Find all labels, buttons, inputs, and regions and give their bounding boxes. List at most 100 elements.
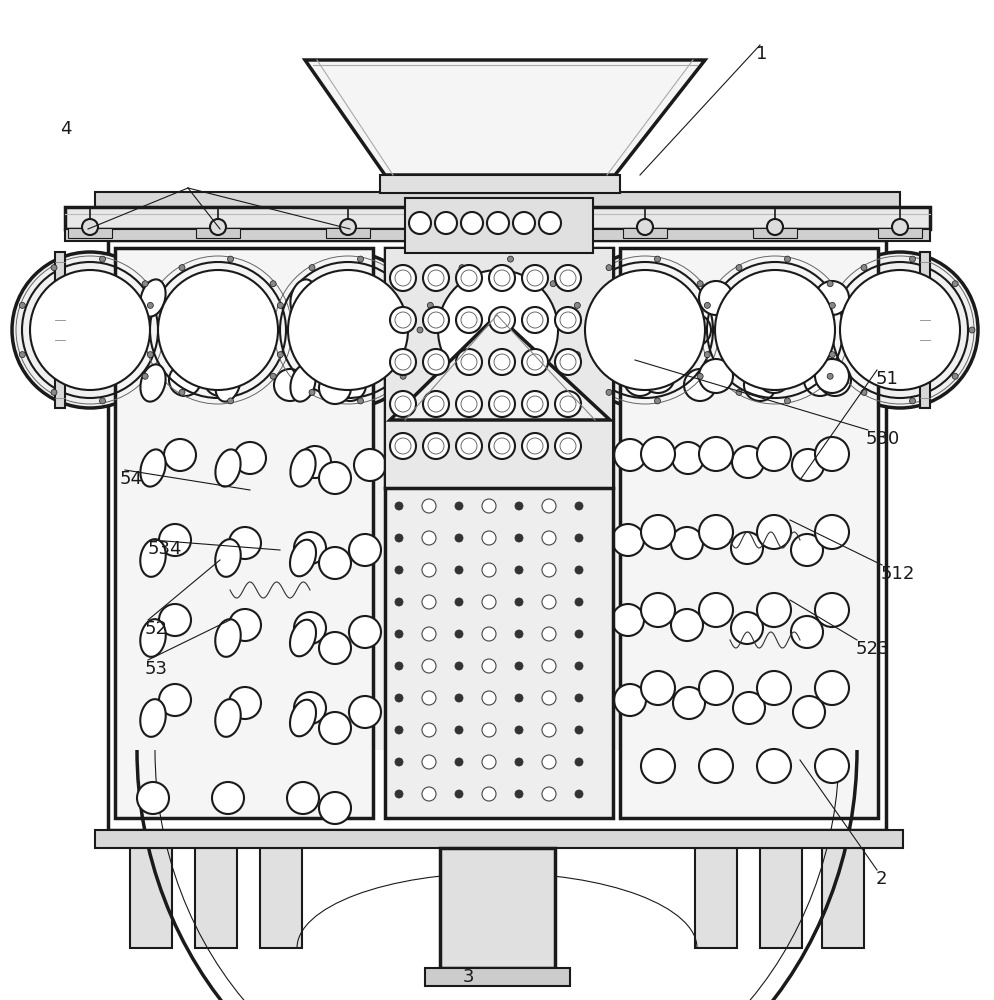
Circle shape bbox=[421, 659, 435, 673]
Circle shape bbox=[605, 389, 611, 395]
Circle shape bbox=[455, 265, 481, 291]
Circle shape bbox=[395, 630, 403, 638]
Circle shape bbox=[454, 630, 462, 638]
Circle shape bbox=[507, 398, 513, 404]
Circle shape bbox=[860, 389, 866, 395]
Circle shape bbox=[818, 364, 850, 396]
Circle shape bbox=[481, 627, 495, 641]
Bar bbox=[65, 229, 929, 241]
Circle shape bbox=[179, 265, 185, 271]
Circle shape bbox=[550, 373, 556, 379]
Circle shape bbox=[481, 531, 495, 545]
Circle shape bbox=[640, 671, 674, 705]
Circle shape bbox=[731, 532, 762, 564]
Circle shape bbox=[791, 449, 823, 481]
Circle shape bbox=[814, 515, 848, 549]
Bar bbox=[65, 207, 929, 229]
Ellipse shape bbox=[140, 539, 166, 577]
Circle shape bbox=[756, 281, 790, 315]
Ellipse shape bbox=[140, 449, 165, 487]
Circle shape bbox=[395, 790, 403, 798]
Bar bbox=[196, 228, 240, 238]
Circle shape bbox=[790, 534, 822, 566]
Bar bbox=[877, 228, 921, 238]
Circle shape bbox=[575, 694, 582, 702]
Circle shape bbox=[826, 373, 832, 379]
Circle shape bbox=[542, 627, 556, 641]
Circle shape bbox=[839, 270, 959, 390]
Circle shape bbox=[821, 252, 977, 408]
Bar bbox=[694, 848, 737, 948]
Circle shape bbox=[400, 373, 406, 379]
Circle shape bbox=[454, 662, 462, 670]
Ellipse shape bbox=[290, 449, 315, 487]
Circle shape bbox=[575, 534, 582, 542]
Circle shape bbox=[488, 391, 515, 417]
Circle shape bbox=[421, 595, 435, 609]
Circle shape bbox=[733, 692, 764, 724]
Circle shape bbox=[212, 782, 244, 814]
Circle shape bbox=[699, 749, 733, 783]
Circle shape bbox=[277, 302, 283, 308]
Circle shape bbox=[416, 327, 422, 333]
Bar bbox=[424, 968, 570, 986]
Circle shape bbox=[550, 281, 556, 287]
Circle shape bbox=[454, 502, 462, 510]
Circle shape bbox=[481, 499, 495, 513]
Circle shape bbox=[640, 515, 674, 549]
Circle shape bbox=[273, 369, 306, 401]
Circle shape bbox=[542, 499, 556, 513]
Circle shape bbox=[421, 755, 435, 769]
Circle shape bbox=[704, 352, 710, 358]
Circle shape bbox=[234, 442, 265, 474]
Circle shape bbox=[555, 307, 580, 333]
Circle shape bbox=[522, 433, 548, 459]
Circle shape bbox=[229, 609, 260, 641]
Bar bbox=[130, 848, 172, 948]
Text: 1: 1 bbox=[755, 45, 766, 63]
Circle shape bbox=[542, 563, 556, 577]
Ellipse shape bbox=[289, 620, 316, 656]
Ellipse shape bbox=[215, 449, 241, 487]
Circle shape bbox=[783, 256, 789, 262]
Polygon shape bbox=[305, 60, 705, 175]
Circle shape bbox=[286, 327, 292, 333]
Circle shape bbox=[454, 726, 462, 734]
Bar bbox=[385, 248, 612, 818]
Circle shape bbox=[555, 433, 580, 459]
Circle shape bbox=[319, 287, 351, 319]
Bar bbox=[195, 848, 237, 948]
Circle shape bbox=[400, 281, 406, 287]
Circle shape bbox=[756, 437, 790, 471]
Circle shape bbox=[421, 499, 435, 513]
Circle shape bbox=[437, 270, 558, 390]
Circle shape bbox=[458, 389, 464, 395]
Circle shape bbox=[968, 327, 974, 333]
Circle shape bbox=[159, 604, 191, 636]
Circle shape bbox=[229, 687, 260, 719]
Circle shape bbox=[640, 437, 674, 471]
Circle shape bbox=[137, 782, 169, 814]
Circle shape bbox=[421, 627, 435, 641]
Circle shape bbox=[12, 252, 168, 408]
Circle shape bbox=[670, 527, 703, 559]
Circle shape bbox=[319, 632, 351, 664]
Circle shape bbox=[319, 372, 351, 404]
Bar bbox=[385, 248, 612, 488]
Circle shape bbox=[670, 609, 703, 641]
Ellipse shape bbox=[140, 279, 165, 317]
Circle shape bbox=[349, 616, 381, 648]
Text: 52: 52 bbox=[144, 620, 167, 638]
Circle shape bbox=[814, 281, 848, 315]
Bar bbox=[259, 848, 302, 948]
Circle shape bbox=[460, 212, 482, 234]
Circle shape bbox=[542, 723, 556, 737]
Circle shape bbox=[574, 302, 580, 308]
Circle shape bbox=[683, 369, 716, 401]
Circle shape bbox=[575, 502, 582, 510]
Circle shape bbox=[515, 662, 523, 670]
Circle shape bbox=[421, 563, 435, 577]
Circle shape bbox=[507, 256, 513, 262]
Text: 530: 530 bbox=[865, 430, 899, 448]
Circle shape bbox=[748, 314, 780, 346]
